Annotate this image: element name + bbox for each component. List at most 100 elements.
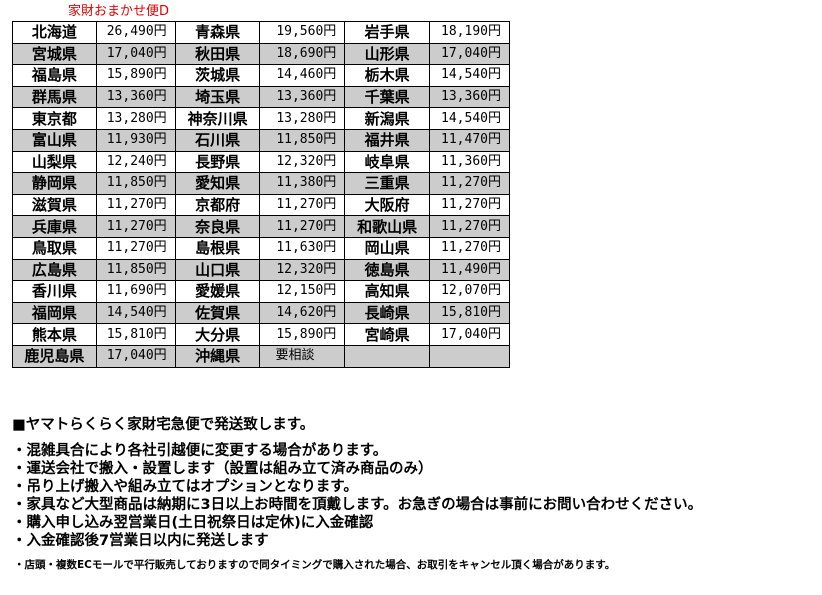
- prefecture-cell: 鹿児島県: [12, 344, 97, 368]
- prefecture-cell: 青森県: [174, 21, 261, 44]
- price-cell: 11,270円: [429, 236, 510, 260]
- price-cell: 12,240円: [95, 150, 176, 174]
- prefecture-cell: 和歌山県: [344, 215, 431, 238]
- prefecture-cell: 沖縄県: [174, 344, 261, 368]
- prefecture-cell: 長崎県: [344, 301, 431, 325]
- price-cell: 14,620円: [259, 301, 346, 325]
- table-row: 東京都 13,280円 神奈川県 13,280円 新潟県 14,540円: [12, 107, 510, 130]
- price-cell: 14,460円: [259, 64, 346, 87]
- price-cell: 15,810円: [95, 323, 176, 346]
- prefecture-cell: 群馬県: [12, 85, 97, 109]
- prefecture-cell: 愛知県: [174, 172, 261, 195]
- prefecture-cell: 岡山県: [344, 236, 431, 260]
- price-cell: 11,630円: [259, 236, 346, 260]
- price-cell: 14,540円: [95, 301, 176, 325]
- price-cell: 19,560円: [259, 21, 346, 44]
- prefecture-cell: 佐賀県: [174, 301, 261, 325]
- prefecture-cell: 山口県: [174, 258, 261, 282]
- price-cell: 13,360円: [429, 85, 510, 109]
- prefecture-cell: 秋田県: [174, 42, 261, 66]
- table-row: 滋賀県 11,270円 京都府 11,270円 大阪府 11,270円: [12, 193, 510, 217]
- shipping-rate-table: 北海道 26,490円 青森県 19,560円 岩手県 18,190円 宮城県 17,040円…: [12, 21, 510, 368]
- prefecture-cell: 宮崎県: [344, 323, 431, 346]
- price-cell: 15,810円: [429, 301, 510, 325]
- prefecture-cell: 千葉県: [344, 85, 431, 109]
- table-row: 福島県 15,890円 茨城県 14,460円 栃木県 14,540円: [12, 64, 510, 87]
- prefecture-cell: 大分県: [174, 323, 261, 346]
- price-cell: 11,380円: [259, 172, 346, 195]
- price-cell: 11,270円: [259, 193, 346, 217]
- note-item: ・吊り上げ搬入や組み立てはオプションとなります。: [12, 479, 358, 495]
- price-cell: 11,270円: [429, 193, 510, 217]
- price-cell: 11,270円: [95, 236, 176, 260]
- price-cell: 14,540円: [429, 64, 510, 87]
- price-cell: 要相談: [259, 344, 346, 368]
- note-item: ・購入申し込み翌営業日(土日祝祭日は定休)に入金確認: [12, 515, 374, 531]
- note-item: ・混雑具合により各社引越便に変更する場合があります。: [12, 443, 388, 459]
- price-cell: 12,070円: [429, 280, 510, 303]
- prefecture-cell: 山梨県: [12, 150, 97, 174]
- price-cell: 13,280円: [95, 107, 176, 130]
- prefecture-cell: 大阪府: [344, 193, 431, 217]
- price-cell: 11,850円: [259, 128, 346, 152]
- notes-heading: ■ヤマトらくらく家財宅急便で発送致します。: [12, 417, 315, 433]
- price-cell: 14,540円: [429, 107, 510, 130]
- shipping-notes: ■ヤマトらくらく家財宅急便で発送致します。 ・混雑具合により各社引越便に変更する…: [12, 416, 702, 550]
- price-cell: 11,360円: [429, 150, 510, 174]
- prefecture-cell: 岐阜県: [344, 150, 431, 174]
- prefecture-cell: 広島県: [12, 258, 97, 282]
- prefecture-cell: 高知県: [344, 280, 431, 303]
- table-row: 群馬県 13,360円 埼玉県 13,360円 千葉県 13,360円: [12, 85, 510, 109]
- table-row: 富山県 11,930円 石川県 11,850円 福井県 11,470円: [12, 128, 510, 152]
- price-cell: 17,040円: [95, 344, 176, 368]
- prefecture-cell: 三重県: [344, 172, 431, 195]
- price-cell: 11,270円: [95, 193, 176, 217]
- prefecture-cell: 熊本県: [12, 323, 97, 346]
- price-cell: 11,850円: [95, 172, 176, 195]
- price-cell: 12,320円: [259, 258, 346, 282]
- prefecture-cell: 石川県: [174, 128, 261, 152]
- prefecture-cell: 山形県: [344, 42, 431, 66]
- price-cell: 17,040円: [429, 323, 510, 346]
- table-row: 鹿児島県 17,040円 沖縄県 要相談: [12, 344, 510, 368]
- shipping-plan-title: 家財おまかせ便D: [68, 4, 170, 19]
- price-cell: 13,360円: [259, 85, 346, 109]
- price-cell: 13,280円: [259, 107, 346, 130]
- price-cell: 18,690円: [259, 42, 346, 66]
- price-cell: 11,270円: [429, 172, 510, 195]
- prefecture-cell: 茨城県: [174, 64, 261, 87]
- table-row: 広島県 11,850円 山口県 12,320円 徳島県 11,490円: [12, 258, 510, 282]
- note-item: ・家具など大型商品は納期に3日以上お時間を頂戴します。お急ぎの場合は事前にお問い…: [12, 497, 703, 513]
- prefecture-cell: 福島県: [12, 64, 97, 87]
- price-cell: 15,890円: [95, 64, 176, 87]
- price-cell: 12,320円: [259, 150, 346, 174]
- price-cell: 17,040円: [429, 42, 510, 66]
- table-row: 熊本県 15,810円 大分県 15,890円 宮崎県 17,040円: [12, 323, 510, 346]
- price-cell: 11,470円: [429, 128, 510, 152]
- table-row: 宮城県 17,040円 秋田県 18,690円 山形県 17,040円: [12, 42, 510, 66]
- prefecture-cell: 北海道: [12, 21, 97, 44]
- prefecture-cell: 栃木県: [344, 64, 431, 87]
- prefecture-cell: 香川県: [12, 280, 97, 303]
- price-cell: 26,490円: [95, 21, 176, 44]
- prefecture-cell: 富山県: [12, 128, 97, 152]
- price-cell: 12,150円: [259, 280, 346, 303]
- price-cell: 17,040円: [95, 42, 176, 66]
- table-row: 鳥取県 11,270円 島根県 11,630円 岡山県 11,270円: [12, 236, 510, 260]
- price-cell: 11,270円: [95, 215, 176, 238]
- price-cell: 18,190円: [429, 21, 510, 44]
- prefecture-cell: 長野県: [174, 150, 261, 174]
- prefecture-cell: 福井県: [344, 128, 431, 152]
- price-cell: 11,850円: [95, 258, 176, 282]
- prefecture-cell: [344, 344, 431, 368]
- table-row: 香川県 11,690円 愛媛県 12,150円 高知県 12,070円: [12, 280, 510, 303]
- prefecture-cell: 宮城県: [12, 42, 97, 66]
- prefecture-cell: 神奈川県: [174, 107, 261, 130]
- prefecture-cell: 東京都: [12, 107, 97, 130]
- prefecture-cell: 奈良県: [174, 215, 261, 238]
- prefecture-cell: 島根県: [174, 236, 261, 260]
- note-item: ・入金確認後7営業日以内に発送します: [12, 533, 269, 549]
- prefecture-cell: 鳥取県: [12, 236, 97, 260]
- prefecture-cell: 岩手県: [344, 21, 431, 44]
- note-item: ・運送会社で搬入・設置します（設置は組み立て済み商品のみ）: [12, 461, 433, 477]
